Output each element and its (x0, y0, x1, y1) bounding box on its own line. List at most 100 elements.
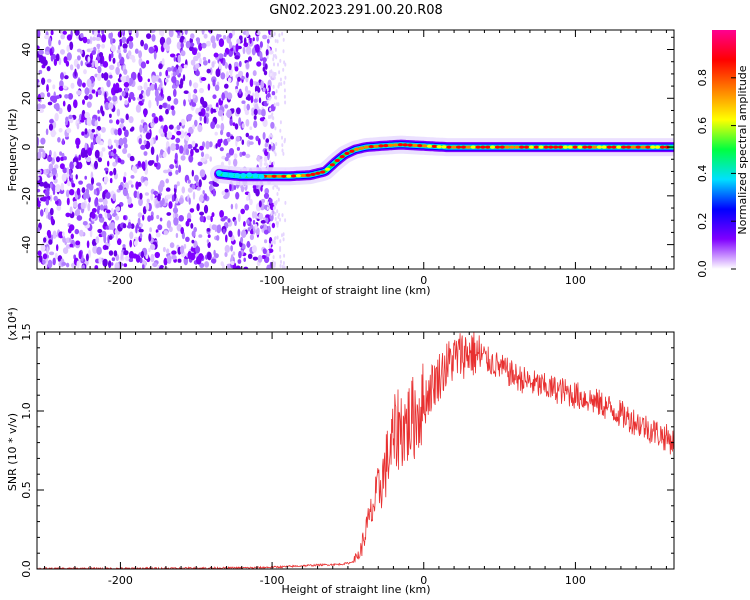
noise-speck (282, 49, 285, 54)
noise-speck (257, 109, 263, 115)
trace-peak (407, 143, 413, 147)
noise-speck (71, 183, 76, 188)
noise-speck (166, 212, 172, 216)
noise-speck (191, 184, 196, 190)
noise-speck (194, 174, 199, 182)
noise-speck (244, 109, 250, 116)
noise-speck (116, 49, 121, 54)
noise-speck (169, 242, 175, 249)
noise-speck (58, 39, 61, 46)
noise-speck (150, 83, 156, 91)
noise-speck (73, 99, 78, 109)
noise-speck (258, 212, 264, 220)
noise-speck (252, 37, 255, 42)
trace-peak (363, 145, 369, 149)
noise-speck (41, 77, 46, 85)
noise-speck (60, 182, 64, 191)
noise-speck (128, 258, 134, 263)
noise-speck (226, 109, 232, 118)
spectrogram-panel: -200 -100 0 100 40 20 0 -20 -40 Height of strai… (6, 29, 675, 297)
noise-speck (85, 156, 92, 162)
noise-speck (114, 229, 119, 235)
noise-speck (224, 62, 228, 69)
noise-speck (112, 57, 116, 64)
noise-speck (65, 60, 70, 67)
noise-speck (224, 188, 229, 193)
noise-speck (279, 128, 282, 133)
noise-speck (175, 197, 179, 204)
noise-speck (165, 194, 172, 200)
noise-speck (120, 251, 124, 260)
noise-speck (86, 118, 92, 127)
noise-speck (281, 264, 284, 269)
noise-speck (244, 85, 249, 93)
noise-speck (224, 83, 229, 89)
snr-series-line (37, 332, 674, 569)
noise-speck (148, 46, 155, 54)
noise-speck (249, 38, 252, 44)
noise-speck (42, 196, 46, 202)
noise-speck (168, 201, 173, 209)
noise-speck (48, 37, 52, 47)
noise-speck (154, 251, 160, 259)
noise-speck (267, 44, 269, 48)
noise-speck (209, 156, 212, 162)
noise-speck (69, 206, 73, 214)
noise-speck (38, 148, 44, 153)
noise-speck (282, 37, 285, 42)
noise-speck (194, 119, 198, 127)
noise-speck (281, 233, 283, 238)
noise-speck (77, 55, 81, 61)
noise-speck (60, 49, 65, 55)
noise-speck (179, 122, 182, 127)
noise-speck (76, 260, 80, 269)
noise-speck (97, 116, 101, 122)
noise-speck (162, 246, 166, 253)
noise-speck (166, 220, 172, 229)
noise-speck (118, 184, 123, 191)
noise-speck (262, 87, 266, 93)
noise-speck (213, 249, 216, 256)
noise-speck (208, 104, 213, 109)
noise-speck (270, 69, 273, 74)
noise-speck (246, 219, 250, 225)
noise-speck (180, 227, 184, 235)
noise-speck (218, 38, 225, 47)
noise-speck (75, 174, 78, 180)
trace-peak (499, 145, 505, 149)
noise-speck (65, 212, 71, 218)
noise-speck (251, 211, 256, 219)
noise-speck (269, 114, 272, 119)
noise-speck (236, 80, 239, 87)
noise-speck (46, 78, 52, 83)
noise-speck (176, 130, 182, 136)
trace-peak (514, 145, 520, 149)
noise-speck (44, 262, 48, 269)
noise-speck (247, 253, 253, 259)
noise-speck (267, 92, 271, 99)
noise-speck (138, 138, 142, 145)
noise-speck (65, 262, 70, 268)
noise-speck (91, 128, 95, 133)
noise-speck (100, 55, 103, 65)
noise-speck (55, 184, 61, 193)
noise-speck (105, 209, 111, 214)
noise-speck (241, 123, 245, 129)
noise-speck (267, 201, 269, 206)
noise-speck (62, 247, 69, 255)
trace-peak (519, 145, 525, 149)
noise-speck (77, 78, 83, 87)
chart-title: GN02.2023.291.00.20.R08 (269, 3, 443, 18)
noise-speck (129, 231, 134, 240)
noise-speck (95, 129, 99, 134)
noise-speck (58, 85, 64, 91)
noise-speck (150, 146, 155, 155)
colorbar-tick-label: 0.6 (696, 117, 709, 135)
noise-speck (200, 77, 207, 81)
trace-peak (300, 173, 306, 178)
noise-speck (168, 30, 174, 38)
noise-speck (208, 141, 213, 148)
noise-speck (195, 70, 200, 77)
noise-speck (108, 53, 112, 62)
noise-speck (158, 128, 163, 135)
